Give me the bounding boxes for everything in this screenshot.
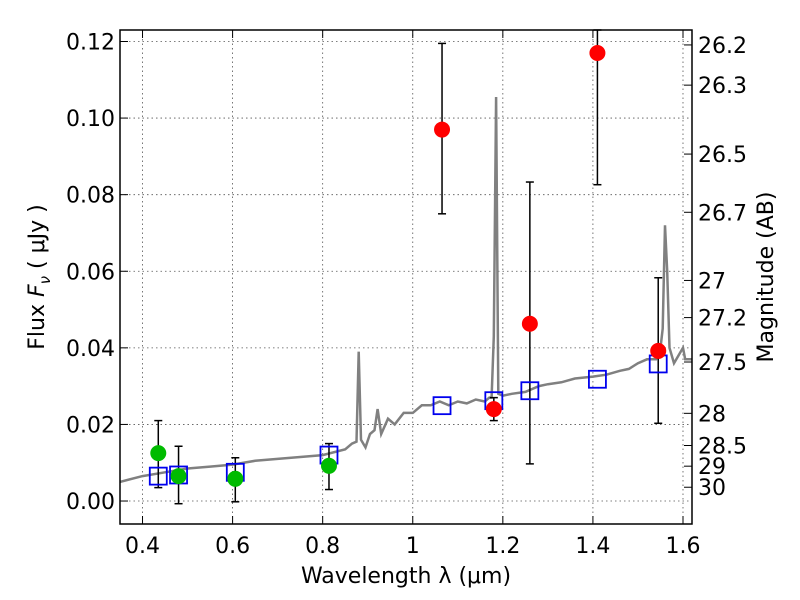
y-axis-label-prefix: Flux — [25, 297, 50, 350]
data-layer — [120, 29, 692, 505]
y2-tick-label: 26.3 — [698, 74, 747, 99]
nir-data-point — [650, 342, 667, 359]
optical-data-point — [320, 457, 337, 474]
y2-tick-label: 28.5 — [698, 434, 747, 459]
x-tick-label: 0.6 — [215, 534, 250, 559]
y-tick-label: 0.04 — [66, 337, 115, 362]
y2-tick-label: 27.5 — [698, 351, 747, 376]
grid-layer — [120, 30, 692, 524]
x-tick-label: 0.8 — [305, 534, 340, 559]
y2-tick-label: 28 — [698, 402, 726, 427]
model-photometry-square — [148, 466, 168, 486]
nir-data-point — [521, 315, 538, 332]
model-photometry-square — [520, 381, 540, 401]
model-spectrum-line — [120, 96, 692, 484]
y-tick-label: 0.06 — [66, 260, 115, 285]
plot-frame — [119, 29, 693, 525]
x-tick-label: 1.2 — [485, 534, 520, 559]
y-tick-label: 0.10 — [66, 107, 115, 132]
y2-tick-label: 27 — [698, 269, 726, 294]
y-tick-label: 0.02 — [66, 413, 115, 438]
x-tick-label: 0.4 — [125, 534, 160, 559]
nir-data-point — [589, 44, 606, 61]
y2-tick-label: 29 — [698, 455, 726, 480]
x-tick-label: 1.4 — [575, 534, 610, 559]
y-axis-label: Flux Fν ( μJy ) — [25, 204, 54, 349]
y2-tick-label: 30 — [698, 476, 726, 501]
axes-layer: 0.4 0.6 0.8 1 1.2 1.4 1.6 0.00 0.02 0.04 0.06 0.08 0… — [66, 30, 747, 559]
y2-tick-label: 27.2 — [698, 307, 747, 332]
y2-tick-label: 26.7 — [698, 201, 747, 226]
optical-data-point — [227, 470, 244, 487]
x-tick-label: 1.6 — [665, 534, 700, 559]
x-tick-label: 1 — [406, 534, 420, 559]
y-axis-label-unit: ( μJy ) — [25, 204, 50, 276]
y2-axis-label: Magnitude (AB) — [754, 192, 779, 363]
y-tick-label: 0.00 — [66, 490, 115, 515]
optical-data-point — [150, 445, 167, 462]
y-axis-label-sub: ν — [36, 276, 54, 284]
y-tick-label: 0.08 — [66, 184, 115, 209]
nir-data-point — [485, 401, 502, 418]
y2-tick-label: 26.2 — [698, 34, 747, 59]
model-photometry-square — [588, 369, 607, 389]
optical-data-point — [170, 468, 187, 485]
y-tick-label: 0.12 — [66, 30, 115, 55]
nir-data-point — [434, 121, 451, 138]
model-photometry-square — [432, 396, 452, 416]
y-axis-label-var: F — [25, 284, 50, 297]
x-axis-label: Wavelength λ (μm) — [301, 564, 511, 589]
y2-tick-label: 26.5 — [698, 143, 747, 168]
